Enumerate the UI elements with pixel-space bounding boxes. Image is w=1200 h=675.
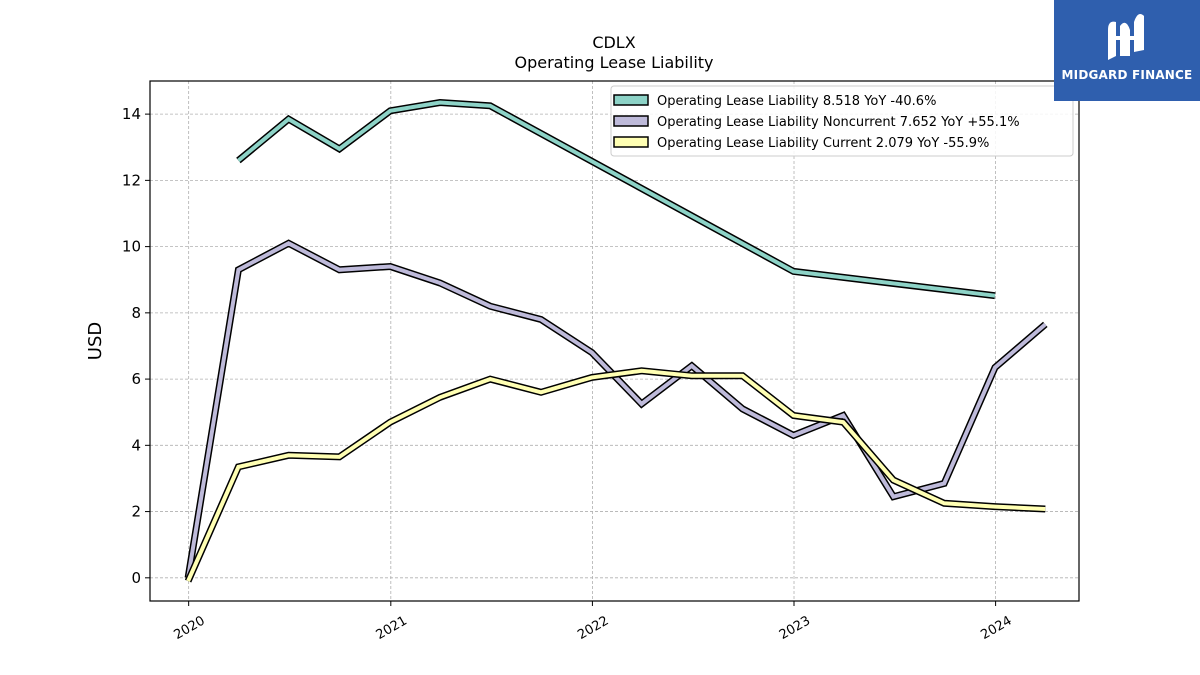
y-tick-label: 0 bbox=[131, 569, 141, 587]
legend-label: Operating Lease Liability Noncurrent 7.6… bbox=[657, 115, 1020, 130]
x-tick-label: 2020 bbox=[172, 613, 208, 643]
series-line-outline-operating-lease-liability-noncurrent bbox=[184, 239, 1048, 579]
series-line-operating-lease-liability bbox=[237, 100, 996, 298]
logo-mark-icon bbox=[1108, 14, 1144, 60]
y-tick-label: 14 bbox=[122, 105, 141, 123]
x-axis: 2020 2021 2022 2023 2024 bbox=[172, 601, 1015, 643]
grid bbox=[150, 81, 1079, 601]
series-line-outline-operating-lease-liability-current bbox=[184, 367, 1046, 583]
series-group bbox=[184, 98, 1048, 583]
x-tick-label: 2021 bbox=[374, 613, 410, 643]
series-line-operating-lease-liability-noncurrent bbox=[186, 241, 1047, 579]
plot-frame bbox=[149, 80, 1080, 602]
chart-title: CDLX bbox=[592, 33, 635, 52]
y-axis: 0 2 4 6 8 10 12 14 bbox=[122, 105, 150, 587]
legend-swatch bbox=[613, 115, 649, 127]
y-tick-label: 6 bbox=[131, 370, 141, 388]
y-tick-label: 10 bbox=[122, 238, 141, 256]
brand-logo: MIDGARD FINANCE bbox=[1054, 0, 1200, 101]
chart-subtitle: Operating Lease Liability bbox=[514, 53, 713, 72]
legend-label: Operating Lease Liability Current 2.079 … bbox=[657, 136, 989, 151]
x-tick-label: 2024 bbox=[978, 613, 1014, 643]
logo-text: MIDGARD FINANCE bbox=[1061, 68, 1193, 82]
y-tick-label: 2 bbox=[131, 503, 141, 521]
legend-swatch bbox=[613, 94, 649, 106]
y-axis-label: USD bbox=[85, 322, 106, 360]
legend: Operating Lease Liability 8.518 YoY -40.… bbox=[610, 85, 1074, 157]
legend-label: Operating Lease Liability 8.518 YoY -40.… bbox=[657, 94, 936, 109]
x-tick-label: 2023 bbox=[777, 613, 813, 643]
legend-swatch bbox=[613, 136, 649, 148]
y-tick-label: 12 bbox=[122, 171, 141, 189]
series-line-operating-lease-liability-current bbox=[186, 368, 1046, 582]
x-tick-label: 2022 bbox=[575, 613, 611, 643]
y-tick-label: 4 bbox=[131, 436, 141, 454]
legend-box bbox=[610, 85, 1074, 157]
y-tick-label: 8 bbox=[131, 304, 141, 322]
